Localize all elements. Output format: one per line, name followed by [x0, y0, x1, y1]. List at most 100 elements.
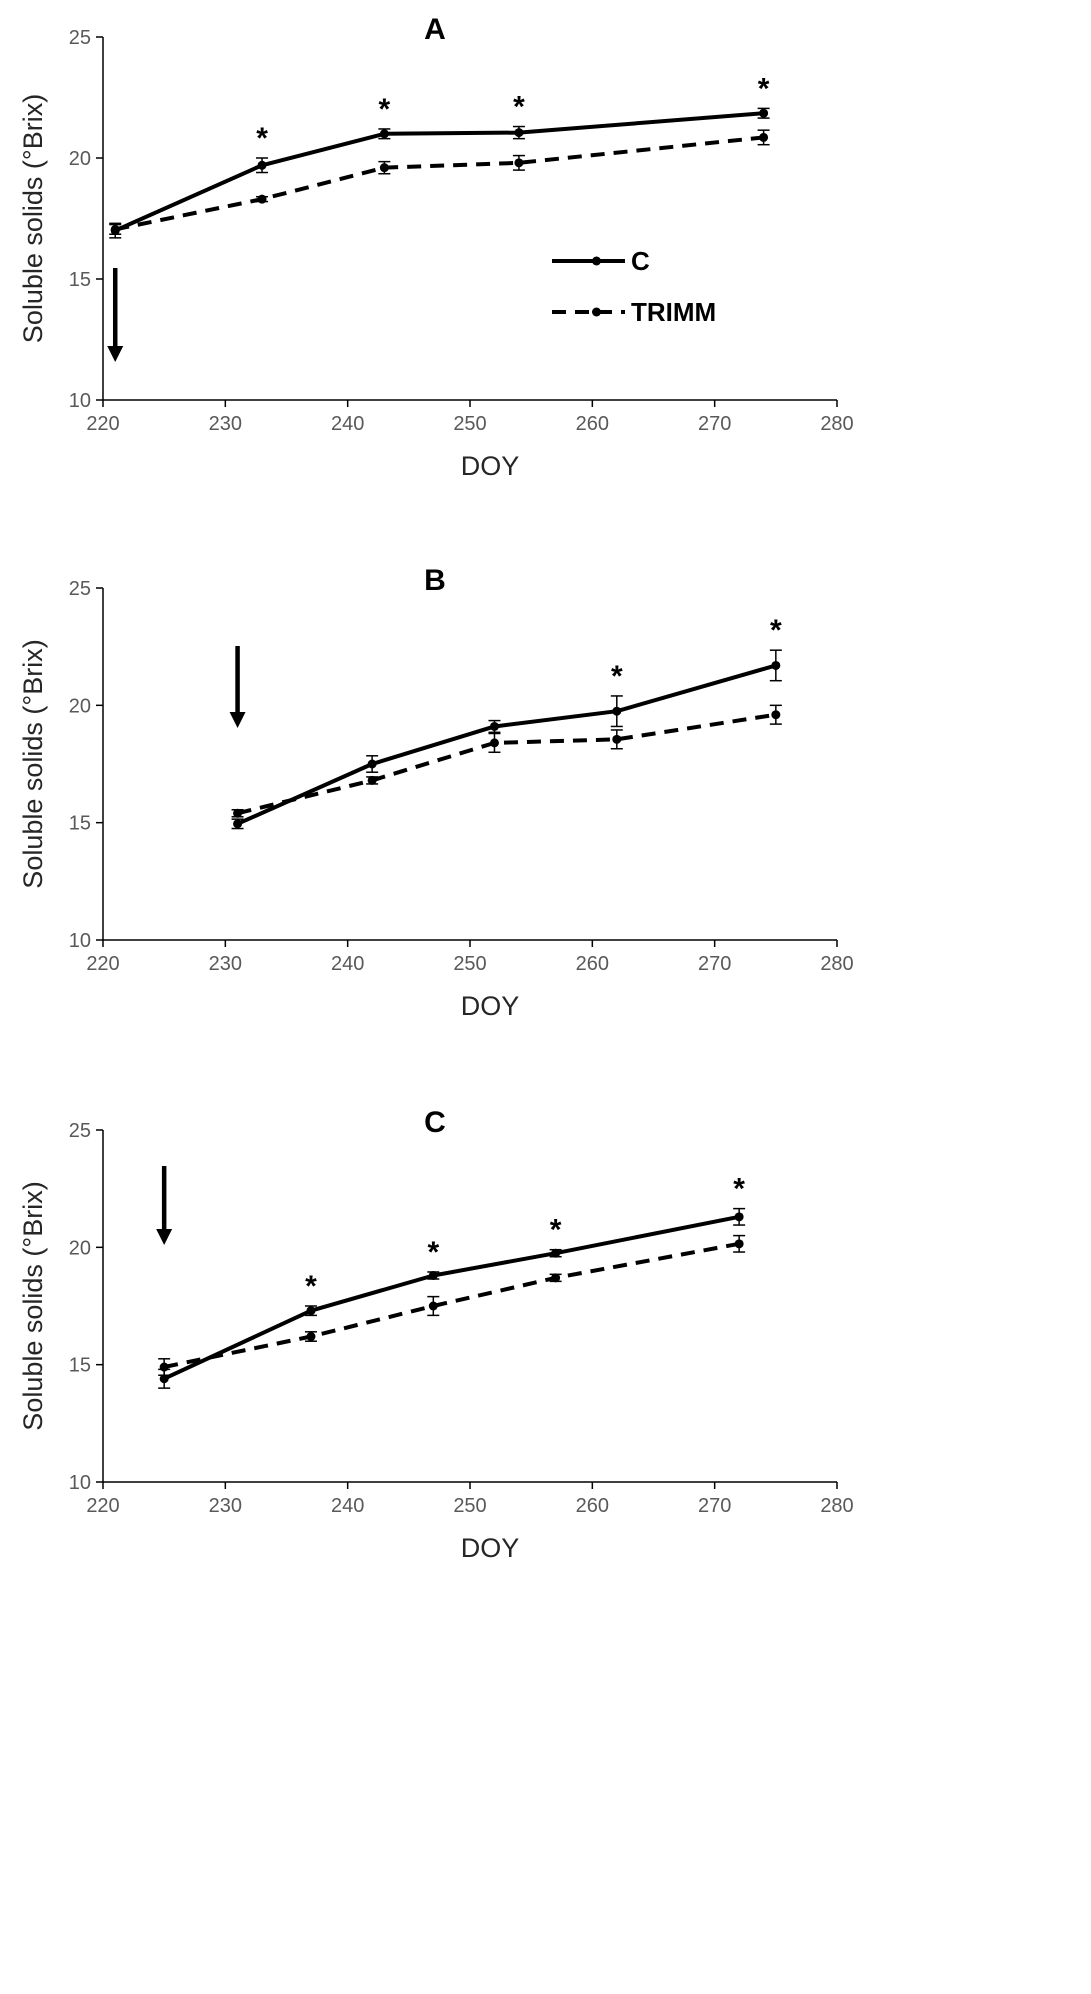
legend-marker-trimm [592, 307, 601, 317]
x-tick-label: 240 [331, 413, 364, 435]
data-point [233, 819, 243, 829]
x-tick-label: 230 [209, 953, 242, 975]
data-point [110, 224, 120, 234]
data-point [734, 1212, 744, 1222]
treatment-arrow-head [107, 346, 124, 362]
panel-c: 10 15 20 25 220 230 240 250 260 270 280 DOY Soluble … [18, 1106, 854, 1563]
data-point [233, 808, 243, 818]
data-point [489, 721, 499, 731]
data-point [257, 160, 267, 170]
series-line-c [236, 663, 777, 826]
significance-marker: * [379, 93, 391, 126]
series-c [109, 107, 770, 239]
data-point [257, 194, 267, 204]
data-point [514, 128, 524, 138]
treatment-arrow-head [229, 712, 246, 728]
significance-marker: * [611, 660, 623, 693]
data-point [759, 132, 769, 142]
series-trimm [158, 1234, 746, 1376]
significance-marker: * [770, 614, 782, 647]
x-axis-label: DOY [461, 1533, 520, 1563]
y-tick-label: 25 [69, 1120, 91, 1142]
x-tick-label: 260 [576, 953, 609, 975]
series-line-trimm [237, 712, 777, 816]
data-point [551, 1248, 561, 1258]
legend-label-c: C [631, 246, 650, 276]
y-tick-label: 10 [69, 390, 91, 412]
legend: C TRIMM [552, 246, 716, 327]
data-point [159, 1362, 169, 1372]
panel-title: A [424, 13, 446, 46]
data-point [306, 1332, 316, 1342]
series-c [231, 649, 782, 830]
x-tick-label: 220 [86, 1495, 119, 1517]
significance-marker: * [513, 91, 525, 124]
data-point [379, 129, 389, 139]
x-tick-label: 240 [331, 1495, 364, 1517]
x-tick-label: 270 [698, 413, 731, 435]
legend-marker-c [592, 256, 601, 266]
y-tick-label: 20 [69, 695, 91, 717]
panel-b: 10 15 20 25 220 230 240 250 260 270 280 DOY Soluble … [18, 564, 854, 1021]
data-point [367, 775, 377, 785]
y-tick-label: 25 [69, 578, 91, 600]
data-point [771, 660, 781, 670]
data-point [612, 734, 622, 744]
significance-marker: * [256, 122, 268, 155]
series-line-c [114, 111, 764, 233]
y-tick-label: 15 [69, 269, 91, 291]
series-trimm [109, 129, 770, 235]
y-tick-label: 25 [69, 27, 91, 49]
data-point [612, 706, 622, 716]
significance-marker: * [305, 1270, 317, 1303]
x-tick-label: 270 [698, 1495, 731, 1517]
data-point [759, 108, 769, 118]
significance-marker: * [427, 1236, 439, 1269]
x-tick-label: 220 [86, 413, 119, 435]
x-tick-label: 280 [820, 413, 853, 435]
data-point [379, 163, 389, 173]
x-tick-label: 250 [453, 1495, 486, 1517]
data-point [428, 1301, 438, 1311]
series-line-c [163, 1214, 740, 1381]
data-point [734, 1239, 744, 1249]
y-tick-label: 15 [69, 1355, 91, 1377]
x-tick-label: 260 [576, 1495, 609, 1517]
y-axis-label: Soluble solids (°Brix) [18, 639, 48, 888]
data-point [159, 1374, 169, 1384]
y-axis-label: Soluble solids (°Brix) [18, 94, 48, 343]
data-point [514, 158, 524, 168]
data-point [428, 1270, 438, 1280]
data-point [367, 759, 377, 769]
x-tick-label: 230 [209, 413, 242, 435]
significance-marker: * [733, 1173, 745, 1206]
x-tick-label: 220 [86, 953, 119, 975]
y-tick-label: 10 [69, 930, 91, 952]
data-point [306, 1306, 316, 1316]
y-tick-label: 20 [69, 1237, 91, 1259]
data-point [771, 710, 781, 720]
y-tick-label: 10 [69, 1472, 91, 1494]
series-line-trimm [163, 1241, 740, 1369]
x-tick-label: 270 [698, 953, 731, 975]
y-axis-label: Soluble solids (°Brix) [18, 1181, 48, 1430]
series-c [158, 1207, 746, 1389]
x-axis-label: DOY [461, 451, 520, 481]
panel-a: 10 15 20 25 220 230 240 250 260 270 280 DOY Soluble … [18, 13, 854, 481]
x-tick-label: 280 [820, 953, 853, 975]
treatment-arrow-head [156, 1229, 173, 1245]
data-point [489, 738, 499, 748]
panel-title: B [424, 564, 446, 597]
x-tick-label: 250 [453, 953, 486, 975]
x-tick-label: 260 [576, 413, 609, 435]
series-trimm [231, 704, 782, 818]
x-axis-label: DOY [461, 991, 520, 1021]
y-tick-label: 15 [69, 813, 91, 835]
x-tick-label: 230 [209, 1495, 242, 1517]
panel-title: C [424, 1106, 446, 1139]
x-tick-label: 280 [820, 1495, 853, 1517]
series-line-trimm [114, 135, 764, 232]
y-tick-label: 20 [69, 148, 91, 170]
x-tick-label: 240 [331, 953, 364, 975]
